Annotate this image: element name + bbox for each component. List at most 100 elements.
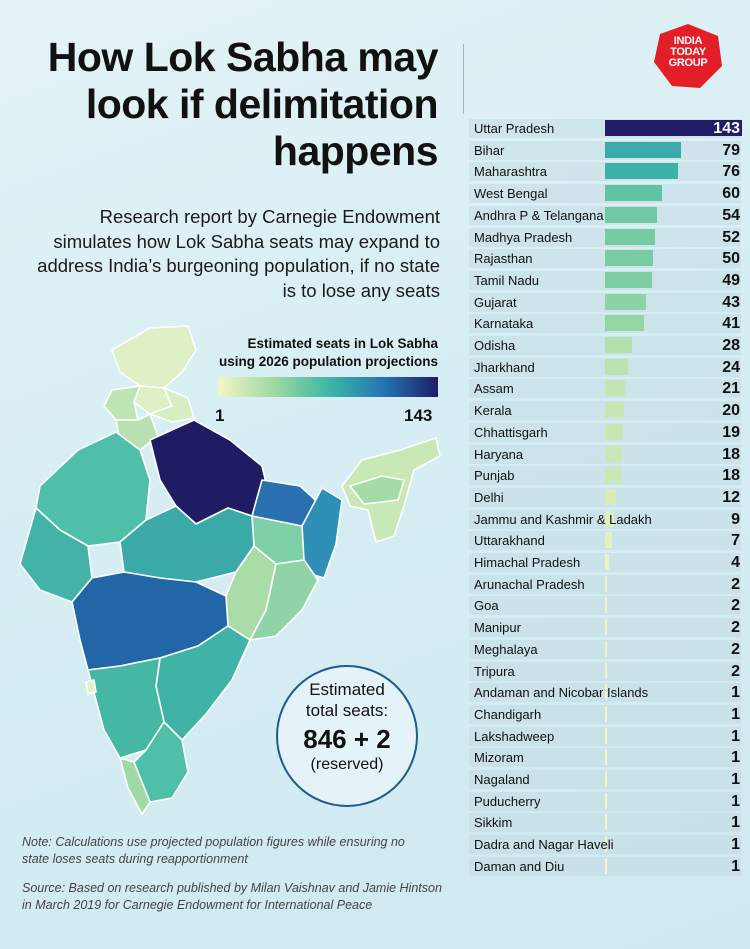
bar xyxy=(605,554,609,570)
category-label: Nagaland xyxy=(474,772,530,787)
bar xyxy=(605,402,625,419)
category-label: Andhra P & Telangana xyxy=(474,207,604,223)
bar xyxy=(605,380,626,397)
data-label: 9 xyxy=(731,510,740,528)
category-label: Puducherry xyxy=(474,793,541,809)
total-seats-note: (reserved) xyxy=(310,756,384,773)
data-label: 1 xyxy=(731,857,740,875)
bar-row: Meghalaya 2 xyxy=(466,639,741,661)
category-label: Karnataka xyxy=(474,316,534,332)
logo-shape xyxy=(654,24,722,88)
bar-row: Jammu and Kashmir & Ladakh 9 xyxy=(466,509,741,531)
data-label: 1 xyxy=(731,705,740,723)
data-label: 7 xyxy=(731,532,740,550)
category-label: Jharkhand xyxy=(474,359,535,375)
data-label: 1 xyxy=(731,749,740,767)
bar-row: West Bengal 60 xyxy=(466,183,741,205)
category-label: Uttarakhand xyxy=(474,533,545,549)
divider-line xyxy=(463,44,464,114)
bar xyxy=(605,836,607,853)
bar-row: Assam 21 xyxy=(466,378,741,400)
data-label: 1 xyxy=(731,814,740,832)
bar-row: Jharkhand 24 xyxy=(466,357,741,379)
bar xyxy=(605,293,647,310)
page-subtitle: Research report by Carnegie Endowment si… xyxy=(37,206,440,301)
map-region-goa xyxy=(85,679,97,695)
bar-row: Punjab 18 xyxy=(466,465,741,487)
category-label: Bihar xyxy=(474,142,505,158)
category-label: West Bengal xyxy=(474,186,548,202)
bar-row: Arunachal Pradesh 2 xyxy=(466,574,741,596)
bar-row: Karnataka 41 xyxy=(466,313,741,335)
bar-row: Odisha 28 xyxy=(466,335,741,357)
category-label: Kerala xyxy=(474,403,512,419)
data-label: 49 xyxy=(722,271,740,289)
legend-max-label: 143 xyxy=(404,406,433,425)
bar xyxy=(605,358,628,375)
data-label: 2 xyxy=(731,597,740,615)
data-label: 41 xyxy=(722,315,740,333)
bar xyxy=(605,445,623,462)
india-today-group-logo: INDIA TODAY GROUP xyxy=(652,22,724,90)
data-label: 54 xyxy=(722,206,740,224)
bar-row: Puducherry 1 xyxy=(466,791,741,813)
bar xyxy=(605,814,607,831)
map-region-kerala xyxy=(119,757,151,815)
bar-row: Tamil Nadu 49 xyxy=(466,270,741,292)
category-label: Mizoram xyxy=(474,750,524,766)
bar-row: Himachal Pradesh 4 xyxy=(466,552,741,574)
bar xyxy=(605,575,607,592)
bar-row: Madhya Pradesh 52 xyxy=(466,227,741,249)
data-label: 1 xyxy=(731,792,740,810)
data-label: 20 xyxy=(722,402,740,420)
category-label: Sikkim xyxy=(474,815,513,831)
legend-min-label: 1 xyxy=(215,406,225,425)
category-label: Punjab xyxy=(474,468,515,484)
bar xyxy=(605,662,607,679)
map-region-tamil-nadu xyxy=(133,721,189,803)
bar-row: Lakshadweep 1 xyxy=(466,726,741,748)
category-label: Arunachal Pradesh xyxy=(474,576,585,592)
category-label: Himachal Pradesh xyxy=(474,555,581,570)
bar-row: Chhattisgarh 19 xyxy=(466,422,741,444)
category-label: Assam xyxy=(474,381,514,397)
category-label: Gujarat xyxy=(474,294,517,310)
bar xyxy=(605,684,607,701)
bar xyxy=(605,120,742,136)
data-label: 28 xyxy=(722,337,740,354)
total-seats-label: Estimated total seats: xyxy=(305,680,389,720)
seats-bar-chart: Uttar Pradesh 143 Bihar 79 Maharashtra 76 West… xyxy=(466,118,750,878)
category-label: Jammu and Kashmir & Ladakh xyxy=(474,511,652,527)
bar-row: Andaman and Nicobar Islands 1 xyxy=(466,682,741,704)
bar-row: Rajasthan 50 xyxy=(466,248,741,270)
bar xyxy=(605,185,663,202)
category-label: Tripura xyxy=(474,663,515,679)
bar-row: Manipur 2 xyxy=(466,617,741,639)
bar-row: Kerala 20 xyxy=(466,400,741,422)
category-label: Andaman and Nicobar Islands xyxy=(474,685,649,701)
data-label: 1 xyxy=(731,771,740,788)
category-label: Dadra and Nagar Haveli xyxy=(474,837,614,853)
bar-row: Gujarat 43 xyxy=(466,292,741,314)
data-label: 52 xyxy=(722,228,740,246)
data-label: 76 xyxy=(722,163,740,181)
bar-row: Dadra and Nagar Haveli 1 xyxy=(466,834,741,856)
bar xyxy=(605,423,624,440)
data-label: 1 xyxy=(731,836,740,854)
category-label: Tamil Nadu xyxy=(474,272,540,288)
category-label: Uttar Pradesh xyxy=(474,121,555,136)
data-label: 43 xyxy=(722,293,740,311)
bar-row: Daman and Diu 1 xyxy=(466,856,741,878)
bar-row: Bihar 79 xyxy=(466,140,741,162)
bar xyxy=(605,467,623,484)
bar-row: Sikkim 1 xyxy=(466,812,741,834)
bar xyxy=(605,163,678,180)
category-label: Goa xyxy=(474,598,499,614)
bar-row: Tripura 2 xyxy=(466,661,741,683)
category-label: Chandigarh xyxy=(474,706,542,722)
bar xyxy=(605,532,612,549)
bar-row: Andhra P & Telangana 54 xyxy=(466,205,741,227)
bar xyxy=(605,705,607,722)
bar xyxy=(605,271,652,288)
category-label: Haryana xyxy=(474,446,524,462)
